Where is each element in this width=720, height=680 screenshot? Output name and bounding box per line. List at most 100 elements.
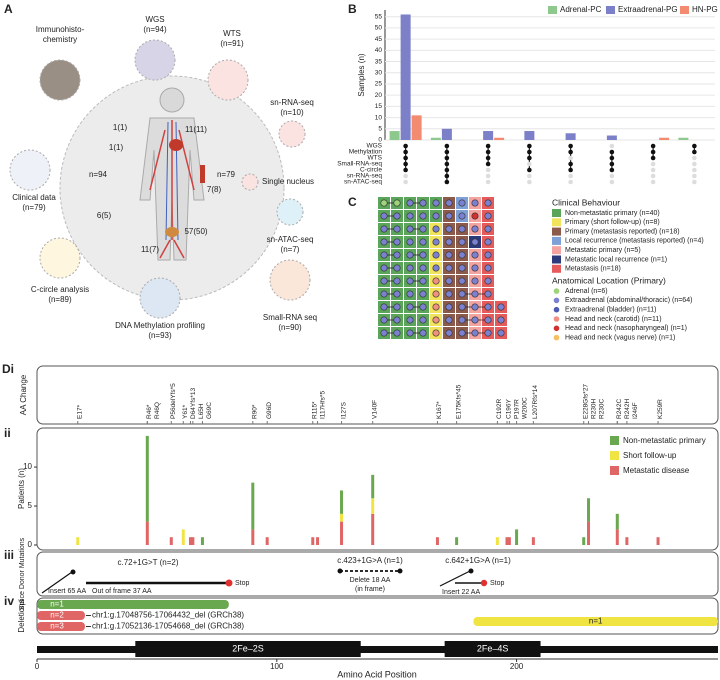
- method-count: (n=89): [48, 295, 72, 304]
- location-dot: [484, 225, 492, 233]
- method-label: WTS: [223, 29, 241, 38]
- aa-label: P197R: [514, 399, 521, 419]
- matrix-dot: [568, 179, 573, 185]
- location-dot: [393, 264, 401, 272]
- bar: [169, 537, 173, 545]
- legend-label: Metastatic disease: [623, 466, 690, 475]
- matrix-dot: [444, 173, 450, 179]
- y-tick-label: 10: [375, 114, 383, 121]
- legend-label: Adrenal-PC: [560, 5, 602, 14]
- matrix-dot: [444, 179, 450, 185]
- deletion-note: chr1:g.17052136-17054668_del (GRCh38): [92, 622, 244, 631]
- location-dot: [380, 251, 388, 259]
- site-count: 7(8): [207, 185, 222, 194]
- track-label: AA Change: [19, 374, 28, 415]
- method-count: (n=90): [278, 323, 302, 332]
- location-dot: [419, 303, 427, 311]
- matrix-dot: [403, 155, 408, 161]
- aa-label: I117Hfs*5: [319, 391, 326, 419]
- panel-label: B: [348, 2, 357, 16]
- splice-site: [468, 568, 474, 574]
- legend-swatch: [553, 297, 560, 304]
- matrix-dot: [403, 167, 408, 173]
- location-dot: [406, 212, 414, 220]
- legend-label: Primary (metastasis reported) (n=18): [565, 228, 680, 235]
- panel-label: iv: [4, 594, 14, 608]
- legend-title: Clinical Behaviour: [552, 197, 620, 207]
- location-dot: [393, 290, 401, 298]
- bar: [582, 537, 586, 545]
- matrix-dot: [692, 155, 697, 161]
- matrix-dot: [485, 179, 491, 185]
- method-icon: [134, 39, 176, 81]
- bar: [181, 529, 185, 545]
- bar: [435, 537, 439, 545]
- location-dot: [484, 329, 492, 337]
- legend-label: Metastasis (n=18): [565, 266, 621, 273]
- aa-label: R230C: [598, 398, 605, 419]
- bar: [411, 115, 422, 140]
- site-count: n=94: [89, 170, 108, 179]
- y-tick-label: 30: [375, 69, 383, 76]
- bar: [371, 513, 375, 545]
- bar: [145, 521, 149, 545]
- y-tick-label: 15: [375, 103, 383, 110]
- location-dot: [471, 225, 479, 233]
- bar: [565, 133, 576, 140]
- aa-label: K167*: [436, 401, 443, 419]
- method-label: WGS: [145, 15, 164, 24]
- location-dot: [380, 225, 388, 233]
- aa-label: I246F: [632, 402, 639, 419]
- site-count: 1(1): [109, 143, 124, 152]
- aa-label: R242C: [616, 398, 623, 419]
- aa-label: R115*: [311, 401, 318, 419]
- location-dot: [458, 251, 466, 259]
- bar: [455, 537, 459, 545]
- location-dot: [445, 199, 453, 207]
- matrix-dot: [609, 179, 615, 185]
- matrix-dot: [692, 143, 697, 149]
- location-dot: [419, 225, 427, 233]
- legend-swatch: [553, 334, 560, 341]
- bar: [615, 529, 619, 545]
- site-count: 1(1): [113, 123, 128, 132]
- splice-insert: [41, 571, 73, 594]
- aa-label: C192R: [496, 398, 503, 419]
- deletion-label: n=1: [50, 600, 64, 609]
- location-dot: [406, 225, 414, 233]
- method-icon: [269, 259, 311, 301]
- location-dot: [471, 238, 479, 246]
- matrix-dot: [692, 179, 697, 185]
- aa-label: R46*: [146, 404, 153, 419]
- bar: [531, 537, 535, 545]
- location-dot: [380, 212, 388, 220]
- location-dot: [458, 329, 466, 337]
- location-dot: [432, 264, 440, 272]
- location-dot: [484, 290, 492, 298]
- y-tick-label: 25: [375, 81, 383, 88]
- x-axis-label: Amino Acid Position: [337, 669, 417, 679]
- bar: [507, 537, 511, 545]
- location-dot: [458, 264, 466, 272]
- location-dot: [445, 225, 453, 233]
- method-icon: [278, 120, 306, 148]
- splice-title: c.423+1G>A (n=1): [337, 556, 403, 565]
- legend-swatch: [553, 316, 560, 322]
- aa-label: L65H: [198, 403, 205, 419]
- method-label: Single nucleus: [262, 177, 314, 186]
- matrix-dot: [485, 149, 491, 155]
- legend-swatch: [548, 6, 557, 14]
- bar: [251, 529, 255, 545]
- matrix-dot: [527, 179, 532, 185]
- matrix-dot: [403, 179, 408, 185]
- location-dot: [484, 238, 492, 246]
- matrix-dot: [444, 143, 450, 149]
- domain: [444, 641, 541, 657]
- legend-swatch: [610, 451, 619, 460]
- location-dot: [445, 264, 453, 272]
- y-tick-label: 0: [28, 540, 33, 549]
- legend-title: Anatomical Location (Primary): [552, 275, 666, 285]
- aa-label: P56delYfs*5: [170, 383, 177, 419]
- bar: [615, 513, 619, 530]
- legend-swatch: [552, 218, 561, 227]
